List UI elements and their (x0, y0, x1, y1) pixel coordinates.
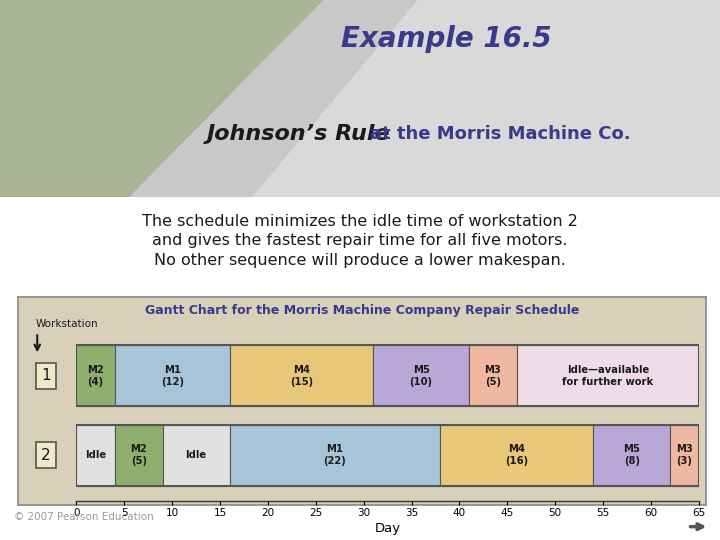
Text: Idle: Idle (85, 450, 106, 460)
Text: M1
(22): M1 (22) (323, 444, 346, 466)
Text: M5
(8): M5 (8) (624, 444, 640, 466)
Bar (593, 424, 670, 485)
Bar (469, 346, 517, 407)
Polygon shape (130, 0, 720, 197)
Text: 2: 2 (41, 448, 50, 463)
Text: M2
(4): M2 (4) (87, 365, 104, 387)
Bar (440, 424, 593, 485)
Bar (230, 346, 373, 407)
Bar (163, 424, 230, 485)
Bar (114, 346, 230, 407)
Text: © 2007 Pearson Education: © 2007 Pearson Education (14, 512, 154, 522)
Bar (230, 424, 440, 485)
Text: M3
(3): M3 (3) (676, 444, 693, 466)
Text: 1: 1 (41, 368, 50, 383)
Bar (76, 346, 698, 407)
Text: Example 16.5: Example 16.5 (341, 25, 552, 53)
Text: Idle—available
for further work: Idle—available for further work (562, 365, 654, 387)
Bar (373, 346, 469, 407)
Text: The schedule minimizes the idle time of workstation 2
and gives the fastest repa: The schedule minimizes the idle time of … (142, 213, 578, 268)
Text: Workstation: Workstation (35, 319, 98, 329)
Text: at the Morris Machine Co.: at the Morris Machine Co. (370, 125, 631, 143)
Polygon shape (0, 0, 324, 197)
Text: Johnson’s Rule: Johnson’s Rule (207, 124, 391, 144)
Text: M4
(16): M4 (16) (505, 444, 528, 466)
Bar (670, 424, 698, 485)
Text: M2
(5): M2 (5) (130, 444, 147, 466)
Text: M3
(5): M3 (5) (485, 365, 501, 387)
Bar (76, 346, 114, 407)
Text: M4
(15): M4 (15) (290, 365, 313, 387)
Bar (76, 424, 114, 485)
Bar (517, 346, 698, 407)
Text: M1
(12): M1 (12) (161, 365, 184, 387)
Text: Gantt Chart for the Morris Machine Company Repair Schedule: Gantt Chart for the Morris Machine Compa… (145, 304, 579, 318)
Text: M5
(10): M5 (10) (410, 365, 433, 387)
X-axis label: Day: Day (374, 522, 400, 535)
Bar (76, 424, 698, 485)
Text: Idle: Idle (186, 450, 207, 460)
Bar (114, 424, 163, 485)
Polygon shape (252, 0, 720, 197)
